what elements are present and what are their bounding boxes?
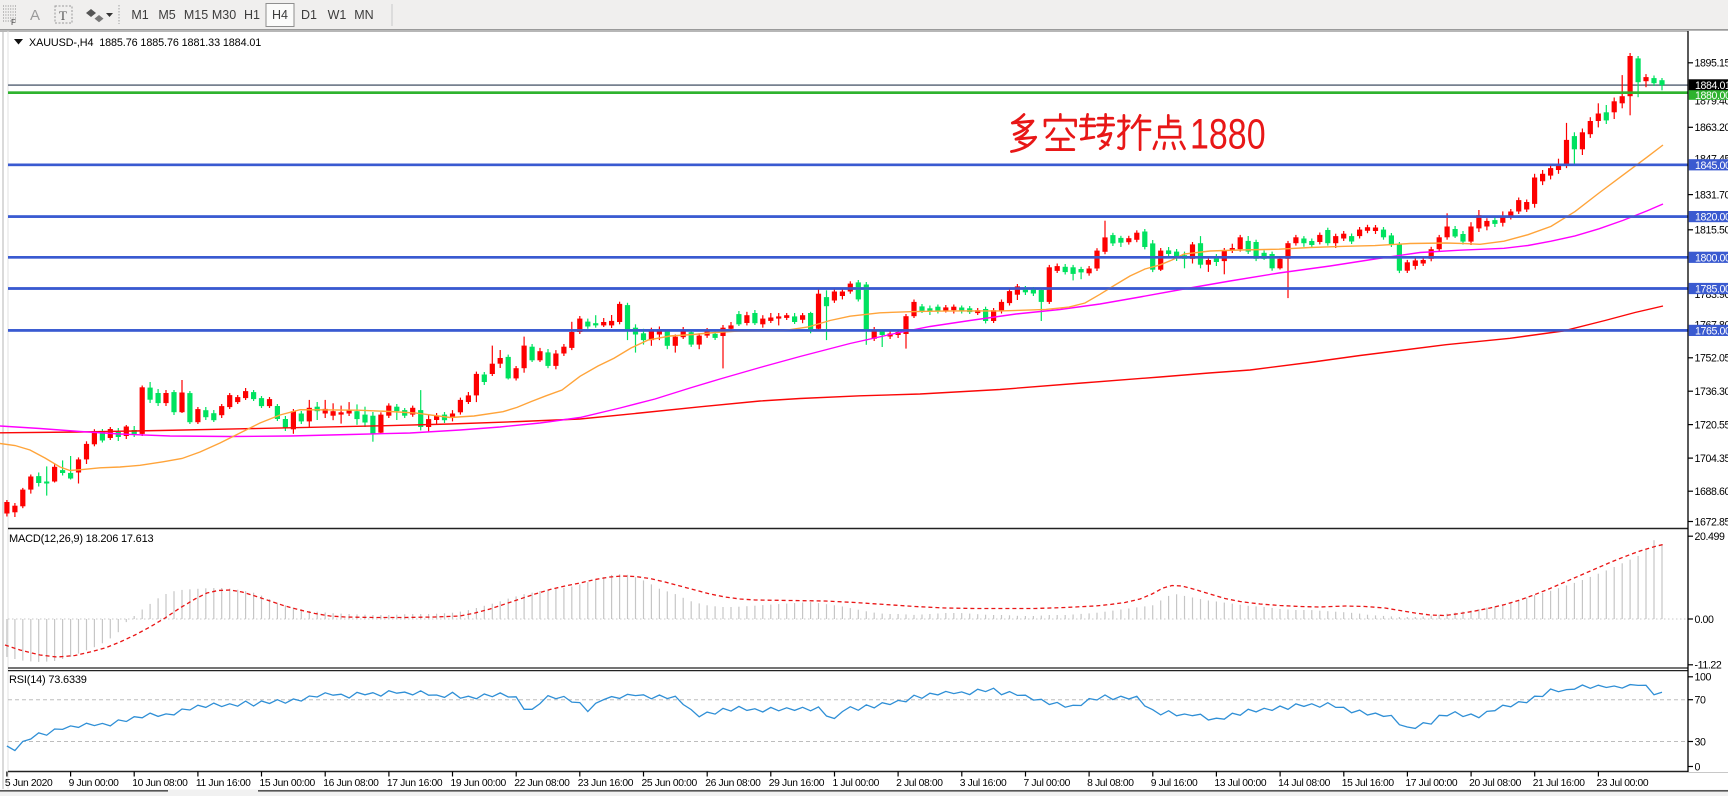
svg-text:1765.00: 1765.00 xyxy=(1695,325,1728,337)
svg-text:17 Jul 00:00: 17 Jul 00:00 xyxy=(1405,778,1458,789)
svg-text:0: 0 xyxy=(1695,761,1701,773)
svg-text:1880.00: 1880.00 xyxy=(1695,90,1728,102)
svg-text:100: 100 xyxy=(1695,672,1712,684)
svg-text:19 Jun 00:00: 19 Jun 00:00 xyxy=(451,778,507,789)
svg-text:29 Jun 16:00: 29 Jun 16:00 xyxy=(769,778,825,789)
svg-text:13 Jul 00:00: 13 Jul 00:00 xyxy=(1214,778,1267,789)
svg-text:T: T xyxy=(59,8,67,23)
svg-text:M15: M15 xyxy=(184,8,208,22)
svg-text:5 Jun 2020: 5 Jun 2020 xyxy=(5,778,53,789)
svg-text:H1: H1 xyxy=(244,8,260,22)
svg-text:23 Jul 00:00: 23 Jul 00:00 xyxy=(1596,778,1649,789)
svg-text:D1: D1 xyxy=(301,8,317,22)
svg-text:0.00: 0.00 xyxy=(1695,614,1715,626)
svg-text:1752.05: 1752.05 xyxy=(1695,353,1728,365)
svg-text:16 Jun 08:00: 16 Jun 08:00 xyxy=(323,778,379,789)
svg-text:MACD(12,26,9) 18.206 17.613: MACD(12,26,9) 18.206 17.613 xyxy=(9,533,153,545)
svg-text:21 Jul 16:00: 21 Jul 16:00 xyxy=(1533,778,1586,789)
svg-text:W1: W1 xyxy=(328,8,347,22)
svg-text:-11.22: -11.22 xyxy=(1695,660,1722,672)
svg-text:1831.70: 1831.70 xyxy=(1695,189,1728,201)
svg-text:H4: H4 xyxy=(272,8,288,22)
svg-text:15 Jul 16:00: 15 Jul 16:00 xyxy=(1342,778,1395,789)
svg-text:23 Jun 16:00: 23 Jun 16:00 xyxy=(578,778,634,789)
svg-text:1720.55: 1720.55 xyxy=(1695,419,1728,431)
svg-text:8 Jul 08:00: 8 Jul 08:00 xyxy=(1087,778,1134,789)
svg-text:1863.20: 1863.20 xyxy=(1695,122,1728,134)
svg-text:14 Jul 08:00: 14 Jul 08:00 xyxy=(1278,778,1331,789)
svg-text:M30: M30 xyxy=(212,8,236,22)
svg-text:17 Jun 16:00: 17 Jun 16:00 xyxy=(387,778,443,789)
svg-text:20 Jul 08:00: 20 Jul 08:00 xyxy=(1469,778,1522,789)
svg-text:M1: M1 xyxy=(131,8,148,22)
svg-text:70: 70 xyxy=(1695,695,1706,707)
svg-text:9 Jul 16:00: 9 Jul 16:00 xyxy=(1151,778,1198,789)
svg-text:1785.00: 1785.00 xyxy=(1695,284,1728,296)
svg-text:1884.01: 1884.01 xyxy=(1695,80,1728,92)
svg-text:1845.00: 1845.00 xyxy=(1695,160,1728,172)
svg-text:26 Jun 08:00: 26 Jun 08:00 xyxy=(705,778,761,789)
svg-text:15 Jun 00:00: 15 Jun 00:00 xyxy=(260,778,316,789)
svg-text:3 Jul 16:00: 3 Jul 16:00 xyxy=(960,778,1007,789)
svg-text:1736.30: 1736.30 xyxy=(1695,386,1728,398)
svg-text:10 Jun 08:00: 10 Jun 08:00 xyxy=(132,778,188,789)
svg-text:1800.00: 1800.00 xyxy=(1695,252,1728,264)
svg-text:1704.35: 1704.35 xyxy=(1695,453,1728,465)
svg-text:1688.60: 1688.60 xyxy=(1695,486,1728,498)
svg-text:25 Jun 00:00: 25 Jun 00:00 xyxy=(642,778,698,789)
svg-text:1 Jul 00:00: 1 Jul 00:00 xyxy=(833,778,880,789)
svg-text:F: F xyxy=(11,18,16,27)
svg-text:30: 30 xyxy=(1695,736,1706,748)
svg-text:M5: M5 xyxy=(158,8,175,22)
svg-text:7 Jul 00:00: 7 Jul 00:00 xyxy=(1024,778,1071,789)
svg-text:20.499: 20.499 xyxy=(1695,531,1726,543)
svg-text:22 Jun 08:00: 22 Jun 08:00 xyxy=(514,778,570,789)
svg-text:MN: MN xyxy=(354,8,373,22)
svg-text:A: A xyxy=(30,7,40,24)
svg-text:9 Jun 00:00: 9 Jun 00:00 xyxy=(69,778,120,789)
svg-text:11 Jun 16:00: 11 Jun 16:00 xyxy=(196,778,251,789)
svg-text:1672.85: 1672.85 xyxy=(1695,516,1728,528)
svg-text:2 Jul 08:00: 2 Jul 08:00 xyxy=(896,778,943,789)
svg-text:1815.50: 1815.50 xyxy=(1695,225,1728,237)
svg-text:1895.15: 1895.15 xyxy=(1695,58,1728,70)
svg-text:1880: 1880 xyxy=(1190,111,1266,158)
svg-text:XAUUSD-,H4 1885.76 1885.76 18: XAUUSD-,H4 1885.76 1885.76 1881.33 1884.… xyxy=(29,37,261,49)
svg-text:RSI(14) 73.6339: RSI(14) 73.6339 xyxy=(9,674,87,686)
svg-text:1820.00: 1820.00 xyxy=(1695,212,1728,224)
